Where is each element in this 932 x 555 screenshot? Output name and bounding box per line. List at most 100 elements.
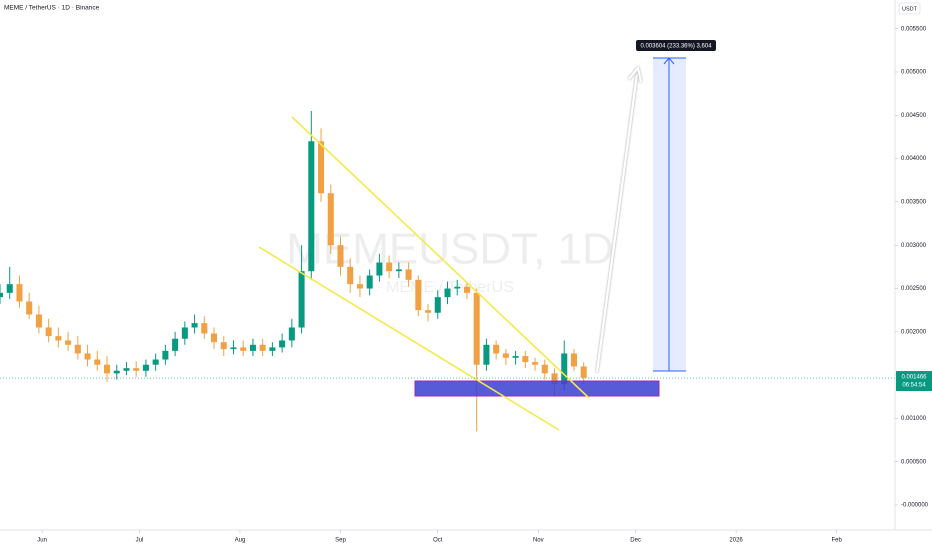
candle-body: [249, 344, 256, 351]
x-tick-label: 2026: [729, 538, 743, 544]
candle-body: [366, 275, 373, 289]
candle-body: [240, 347, 247, 351]
candle-body: [35, 314, 42, 328]
candle-body: [0, 292, 4, 298]
x-tick-label: Feb: [831, 538, 842, 544]
candle-body: [561, 353, 568, 384]
candle-body: [259, 344, 266, 351]
candle-body: [201, 323, 208, 334]
candle-body: [133, 368, 140, 371]
candle-body: [444, 288, 451, 298]
drawings: 0.003604 (233.36%) 3,604: [258, 40, 716, 431]
candle-body: [318, 141, 325, 194]
countdown: 06:54:54: [902, 383, 926, 389]
candle-body: [347, 266, 354, 285]
x-tick-label: Jun: [37, 538, 47, 544]
trendline-upper: [291, 116, 590, 399]
x-tick-label: Dec: [630, 538, 641, 544]
candle-body: [123, 368, 130, 371]
y-tick-label: 0.001000: [901, 416, 927, 422]
candle-body: [152, 359, 159, 365]
candle-body: [327, 193, 334, 246]
candle-body: [269, 347, 276, 351]
candle-body: [551, 373, 558, 384]
y-tick-label: 0.002000: [901, 329, 927, 335]
candle-body: [94, 359, 101, 365]
candle-body: [45, 327, 52, 337]
candle-body: [337, 245, 344, 267]
candle-body: [230, 347, 237, 350]
x-tick-label: Oct: [433, 538, 443, 544]
candle-body: [6, 284, 13, 293]
y-tick-label: 0.003500: [901, 199, 927, 205]
candle-body: [142, 364, 149, 371]
candle-body: [211, 333, 218, 343]
candle-body: [522, 356, 529, 363]
y-tick-label: 0.004000: [901, 156, 927, 162]
candles: [0, 110, 587, 432]
projection-arrow: [595, 73, 639, 373]
candle-body: [405, 269, 412, 280]
currency-box[interactable]: [898, 2, 921, 15]
y-tick-label: 0.005000: [901, 70, 927, 76]
measure-label: 0.003604 (233.36%) 3,604: [640, 44, 712, 50]
x-tick-label: Aug: [235, 538, 246, 544]
currency-label: USDT: [902, 6, 918, 12]
candle-body: [172, 338, 179, 351]
candle-body: [532, 362, 539, 365]
candle-body: [162, 350, 169, 360]
candle-body: [580, 366, 587, 378]
x-tick-label: Sep: [335, 538, 346, 544]
chart-title: MEME / TetherUS · 1D · Binance: [4, 5, 100, 12]
y-tick-label: 0.002500: [901, 286, 927, 292]
trendline-lower: [258, 246, 560, 431]
candle-body: [356, 284, 363, 289]
candle-body: [65, 340, 72, 345]
candle-body: [493, 344, 500, 354]
measure-label-box: [636, 40, 716, 51]
candle-body: [84, 353, 91, 360]
y-tick-label: 0.000500: [901, 459, 927, 465]
target-arrow: [663, 57, 675, 65]
candle-body: [191, 323, 198, 328]
candle-body: [425, 310, 432, 313]
support-zone: [414, 380, 660, 397]
candle-body: [288, 327, 295, 341]
candle-body: [74, 344, 81, 354]
candle-body: [570, 353, 577, 367]
x-tick-label: Nov: [533, 538, 544, 544]
candle-body: [181, 327, 188, 339]
candle-body: [298, 271, 305, 328]
candle-body: [502, 353, 509, 358]
x-tick-label: Jul: [136, 538, 144, 544]
candle-body: [454, 286, 461, 289]
y-tick-label: -0.000000: [901, 503, 929, 509]
candle-body: [279, 340, 286, 348]
candle-body: [512, 356, 519, 358]
candle-body: [26, 301, 33, 315]
candle-body: [541, 364, 548, 374]
candle-body: [415, 279, 422, 311]
candle-body: [463, 286, 470, 293]
candle-body: [113, 370, 120, 374]
candle-body: [308, 141, 315, 272]
last-price-box: [896, 371, 932, 392]
candle-body: [395, 269, 402, 272]
candle-body: [220, 342, 227, 350]
y-tick-label: 0.004500: [901, 113, 927, 119]
candle-body: [376, 262, 383, 276]
y-tick-label: 0.005500: [901, 26, 927, 32]
candle-body: [473, 292, 480, 365]
candle-body: [386, 262, 393, 272]
candle-body: [483, 344, 490, 365]
y-tick-label: 0.003000: [901, 243, 927, 249]
candle-body: [434, 297, 441, 313]
candle-body: [16, 284, 23, 302]
last-price-label: 0.001466: [901, 375, 927, 381]
candle-body: [103, 364, 111, 374]
candle-body: [55, 336, 62, 341]
projection-arrow-head: [628, 65, 643, 83]
